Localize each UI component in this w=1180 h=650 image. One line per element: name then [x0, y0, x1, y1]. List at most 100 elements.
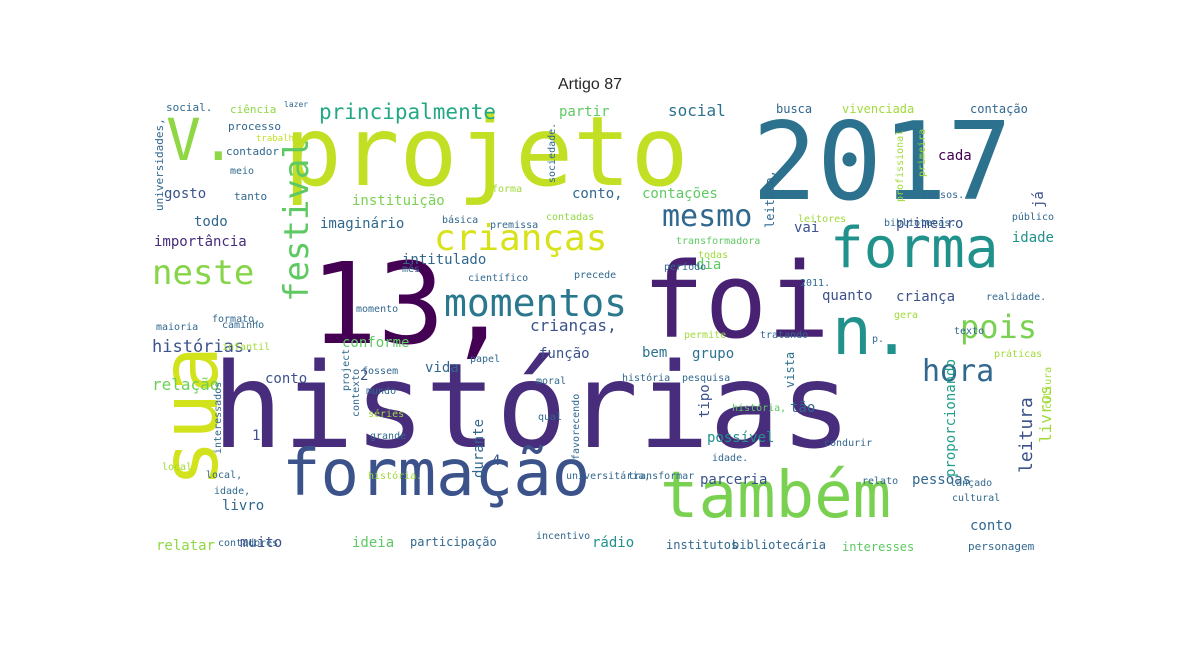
cloud-word: leitores — [798, 214, 847, 225]
cloud-word: tratando — [760, 330, 809, 341]
cloud-word: práticas — [994, 349, 1043, 360]
cloud-word: leitura — [1016, 396, 1037, 473]
cloud-word: tipo — [697, 383, 713, 418]
cloud-word: relatar — [156, 538, 216, 552]
cloud-word: 2011. — [800, 278, 831, 289]
cloud-word: hora — [922, 354, 995, 389]
cloud-word: instituição — [352, 193, 445, 209]
cloud-word: busca — [776, 102, 813, 116]
cloud-word: infantil — [222, 342, 271, 353]
cloud-word: tão — [790, 400, 816, 416]
cloud-word: realidade. — [986, 292, 1047, 303]
cloud-word: crianças — [434, 218, 608, 259]
cloud-word: função — [539, 346, 590, 362]
cloud-word: maioria — [156, 322, 199, 333]
cloud-word: forma — [492, 184, 523, 195]
cloud-word: pois — [960, 308, 1038, 346]
cloud-word: forma — [830, 216, 999, 281]
cloud-word: local, — [206, 470, 243, 481]
cloud-word: participação — [410, 535, 497, 549]
cloud-word: proporcionando — [943, 358, 959, 477]
cloud-word: projeto — [284, 99, 689, 208]
cloud-word: público — [1011, 212, 1054, 223]
cloud-word: história, — [732, 403, 787, 414]
cloud-word: idosos. — [922, 190, 965, 201]
cloud-word: já — [1031, 190, 1047, 208]
word-cloud: histórias 2017 projeto 13, foi sua formação tam… — [152, 99, 1054, 553]
cloud-word: séries — [368, 409, 405, 420]
cloud-word: vai — [794, 220, 820, 236]
cloud-word: contador — [226, 145, 279, 158]
cloud-word: cada — [938, 148, 972, 164]
cloud-word: lazer — [284, 100, 309, 109]
cloud-word: 4 — [492, 453, 501, 469]
cloud-word: profissional — [895, 129, 906, 202]
cloud-word: cultura — [1043, 366, 1054, 409]
cloud-word: ideia — [352, 535, 395, 551]
cloud-word: idade — [1011, 230, 1054, 246]
cloud-word: conto — [970, 518, 1013, 534]
cloud-word: incentivo — [536, 531, 591, 542]
cloud-word: primeira — [917, 128, 928, 177]
cloud-word: qual — [538, 412, 563, 423]
cloud-word: gera — [894, 310, 919, 321]
cloud-word: moral — [536, 376, 567, 387]
cloud-word: vista — [783, 351, 797, 388]
cloud-word: mundo — [366, 386, 397, 397]
cloud-word: grande — [370, 431, 407, 442]
cloud-word: favorecendo — [571, 393, 582, 460]
cloud-word: importância — [154, 234, 247, 250]
cloud-word: científico — [468, 273, 529, 284]
cloud-word: contadas — [546, 212, 595, 223]
cloud-word: contações — [642, 186, 718, 202]
cloud-word: pessoas — [912, 472, 972, 488]
cloud-word: grupo — [692, 346, 735, 362]
cloud-word: personagem — [968, 540, 1035, 552]
cloud-word: partir — [559, 104, 610, 120]
cloud-word: ciência — [230, 103, 277, 116]
cloud-word: gosto — [164, 186, 207, 202]
cloud-word: histórias. — [152, 337, 255, 357]
cloud-word: relato — [862, 476, 899, 487]
cloud-word: leitura, — [763, 169, 777, 228]
cloud-word: transformadora — [676, 236, 761, 247]
cloud-word: precede — [574, 270, 617, 281]
cloud-word: idade. — [712, 453, 749, 464]
cloud-word: 1 — [252, 428, 261, 444]
cloud-word: muito — [240, 535, 283, 551]
cloud-word: processo — [228, 120, 281, 133]
cloud-word: premissa — [490, 220, 539, 231]
cloud-word: mesmo — [662, 199, 753, 234]
cloud-word: bibliotecas. — [884, 218, 957, 229]
cloud-word: tanto — [234, 190, 268, 203]
cloud-word: p. — [872, 334, 885, 345]
cloud-word: formação — [282, 437, 591, 511]
cloud-word: interesses — [842, 540, 915, 552]
cloud-word: neste — [152, 253, 255, 293]
cloud-word: conto — [265, 371, 308, 387]
cloud-word: bibliotecária — [732, 538, 826, 552]
cloud-word: livro — [222, 498, 265, 514]
cloud-word: história — [622, 373, 671, 384]
cloud-word: fossem — [362, 366, 399, 377]
cloud-word: foi — [642, 240, 830, 362]
cloud-word: social. — [166, 101, 213, 114]
cloud-word: dia — [696, 257, 722, 273]
cloud-word: durante — [471, 418, 487, 478]
cloud-word: todas — [698, 250, 729, 261]
cloud-word: local — [162, 462, 193, 473]
cloud-word: institutos — [666, 538, 739, 552]
cloud-word: papel — [470, 354, 501, 365]
cloud-word: permite — [684, 330, 727, 341]
cloud-word: relação — [152, 375, 220, 394]
cloud-word: também — [660, 459, 892, 533]
cloud-word: vida — [425, 360, 459, 376]
cloud-word: 2017 — [752, 100, 1013, 225]
cloud-word: contexto — [351, 368, 362, 417]
cloud-word: 2 — [360, 368, 369, 384]
cloud-word: pesquisa — [682, 373, 731, 384]
cloud-word: possível — [707, 430, 775, 446]
cloud-word: 13, — [310, 240, 513, 370]
cloud-word: momento — [356, 304, 399, 315]
cloud-word: bem — [642, 345, 668, 361]
